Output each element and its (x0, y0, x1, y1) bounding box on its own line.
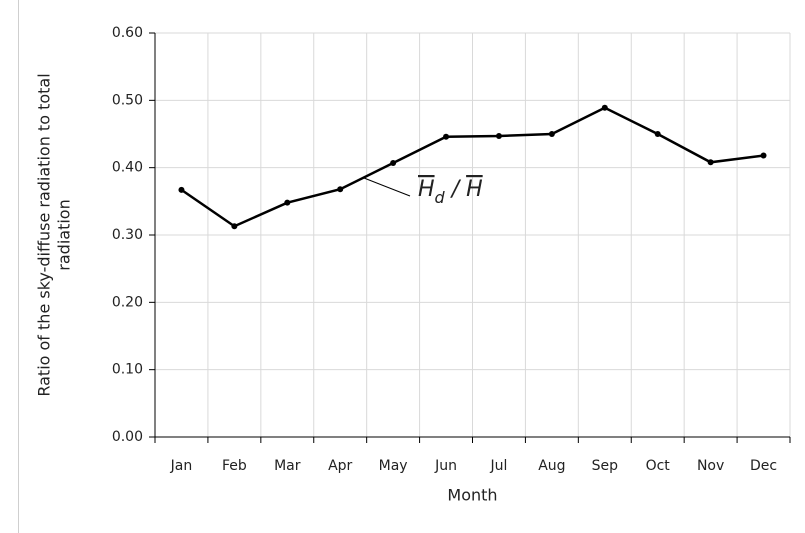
x-tick-label: Jan (170, 458, 193, 474)
annotation: Hd / H (418, 177, 483, 207)
frame (18, 0, 19, 533)
annotation-symbol: H (418, 177, 435, 202)
x-tick-label: Apr (328, 458, 352, 474)
y-tick-label: 0.50 (112, 92, 143, 108)
point (178, 186, 185, 193)
point (284, 199, 291, 206)
x-tick-label: May (379, 458, 408, 474)
x-tick-label: Jun (434, 458, 457, 474)
point (495, 133, 502, 140)
x-tick-label: Dec (750, 458, 777, 474)
x-tick-label: Mar (274, 458, 301, 474)
point (443, 133, 450, 140)
point (707, 159, 714, 166)
y-tick-label: 0.40 (112, 160, 143, 176)
point (601, 104, 608, 111)
y-tick-label: 0.20 (112, 294, 143, 310)
point (654, 131, 661, 137)
point (548, 131, 555, 137)
x-tick-label: Jul (490, 458, 508, 474)
point (390, 159, 397, 166)
y-tick-label: 0.00 (112, 429, 143, 445)
x-tick-label: Feb (222, 458, 247, 474)
line (180, 106, 764, 228)
annotation-subscript: d (435, 188, 446, 207)
y-axis-label: radiation (55, 199, 74, 270)
y-axis-label: Ratio of the sky-diffuse radiation to to… (35, 73, 54, 396)
y-tick-label: 0.10 (112, 362, 143, 378)
x-tick-label: Sep (592, 458, 619, 474)
annotation-denominator: H (466, 177, 483, 202)
annotation-leader (363, 177, 411, 197)
x-tick-label: Oct (646, 458, 671, 474)
point (760, 152, 767, 159)
x-tick-label: Nov (697, 458, 724, 474)
point (337, 186, 344, 193)
y-tick-label: 0.30 (112, 227, 143, 243)
annotation-separator: / (445, 177, 466, 202)
point (231, 223, 238, 230)
x-tick-label: Aug (538, 458, 565, 474)
y-tick-label: 0.60 (112, 25, 143, 41)
x-axis-label: Month (447, 486, 497, 505)
